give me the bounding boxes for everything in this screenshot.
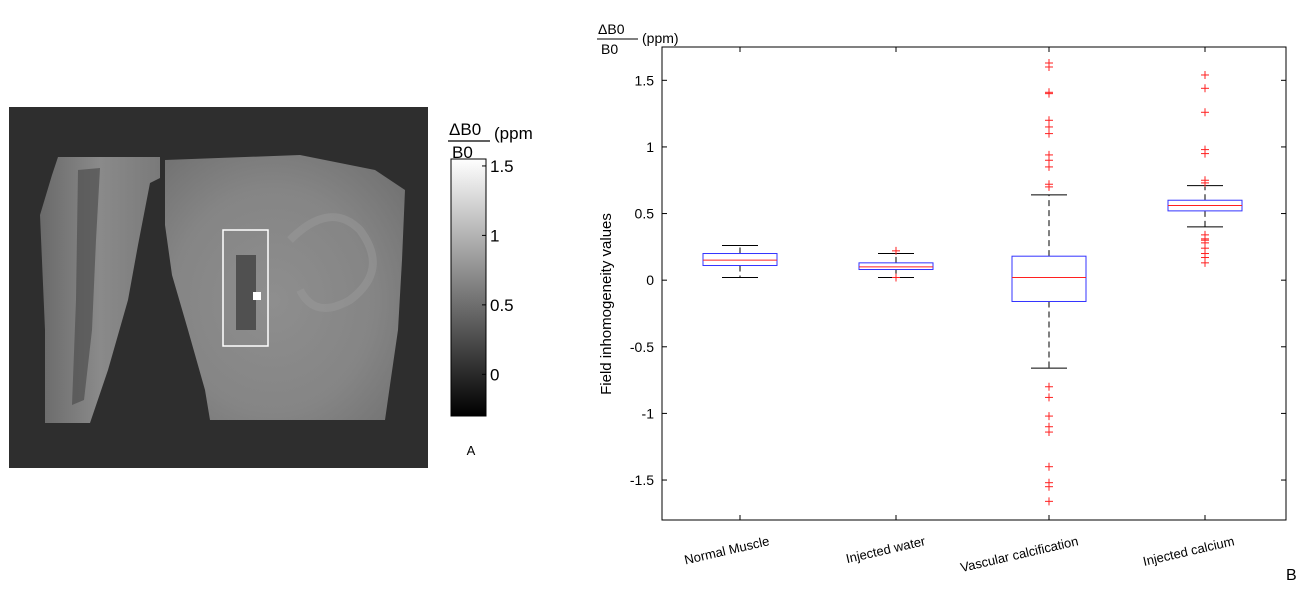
panel-b-label: B <box>1286 567 1297 584</box>
lesion-dark-area <box>236 255 256 330</box>
colorbar <box>450 158 487 417</box>
outlier-marker <box>892 246 900 255</box>
x-tick-label: Injected calcium <box>1141 533 1235 569</box>
left-tissue-dark-band <box>72 168 100 405</box>
outlier-marker <box>1045 497 1053 506</box>
y-tick-label: -1.5 <box>630 472 654 488</box>
panel-a: 1.5 1 0.5 0 ΔB0 B0 (ppm A <box>9 107 533 468</box>
iqr-box <box>858 262 934 271</box>
roi-box <box>222 229 269 347</box>
colorbar-tick-label: 1 <box>490 226 499 245</box>
box-series <box>702 58 1243 506</box>
panel-a-label: A <box>467 443 476 458</box>
outlier-marker <box>1045 462 1053 471</box>
outlier-marker <box>1201 258 1209 267</box>
colorbar-unit-suffix: (ppm <box>494 124 533 143</box>
panel-b-unit-denominator: B0 <box>601 41 618 57</box>
outlier-marker <box>1045 482 1053 491</box>
outlier-marker <box>1045 162 1053 171</box>
colorbar-unit-denominator: B0 <box>452 143 473 162</box>
y-tick-label: 1 <box>646 139 654 155</box>
outlier-marker <box>1201 84 1209 93</box>
y-tick-label: 0.5 <box>635 206 655 222</box>
left-tissue-region <box>40 157 160 423</box>
outlier-marker <box>1045 412 1053 421</box>
x-tick-label: Normal Muscle <box>683 533 771 567</box>
y-tick-label: 1.5 <box>635 72 655 88</box>
outlier-marker <box>1045 182 1053 191</box>
outlier-marker <box>1201 70 1209 79</box>
colorbar-tick-label: 0 <box>490 365 499 384</box>
colorbar-tick-label: 0.5 <box>490 296 514 315</box>
iqr-box <box>1011 255 1087 302</box>
y-tick-label: 0 <box>646 272 654 288</box>
outlier-marker <box>1045 393 1053 402</box>
y-axis-label: Field inhomogeneity values <box>598 213 615 395</box>
box-injected-calcium <box>1167 70 1243 267</box>
x-axis: Normal Muscle Injected water Vascular calc… <box>683 47 1236 575</box>
iqr-box <box>702 253 778 267</box>
hot-spot <box>253 292 261 300</box>
y-tick-label: -0.5 <box>630 339 654 355</box>
plot-area <box>661 46 1287 521</box>
right-tissue-swirl <box>287 213 377 312</box>
y-tick-label: -1 <box>642 405 655 421</box>
panel-b: ΔB0 B0 (ppm) 1.5 1 0.5 0 -0.5 -1 -1.5 Normal M… <box>597 21 1297 584</box>
outlier-marker <box>1201 149 1209 158</box>
colorbar-unit-numerator: ΔB0 <box>449 120 481 139</box>
outlier-marker <box>1045 428 1053 437</box>
panel-b-unit-suffix: (ppm) <box>642 30 679 46</box>
box-normal-muscle <box>702 245 778 279</box>
outlier-marker <box>1045 89 1053 98</box>
x-tick-label: Injected water <box>844 533 927 566</box>
panel-b-unit-numerator: ΔB0 <box>598 21 625 37</box>
outlier-marker <box>1201 178 1209 187</box>
outlier-marker <box>1201 108 1209 117</box>
y-axis: 1.5 1 0.5 0 -0.5 -1 -1.5 <box>630 72 1286 488</box>
colorbar-tick-label: 1.5 <box>490 157 514 176</box>
box-vascular-calcification <box>1011 58 1087 506</box>
outlier-marker <box>1045 382 1053 391</box>
outlier-marker <box>1045 62 1053 71</box>
outlier-marker <box>892 273 900 282</box>
colorbar-ticks: 1.5 1 0.5 0 <box>482 157 514 384</box>
outlier-marker <box>1045 129 1053 138</box>
x-tick-label: Vascular calcification <box>959 533 1080 575</box>
box-injected-water <box>858 246 934 282</box>
